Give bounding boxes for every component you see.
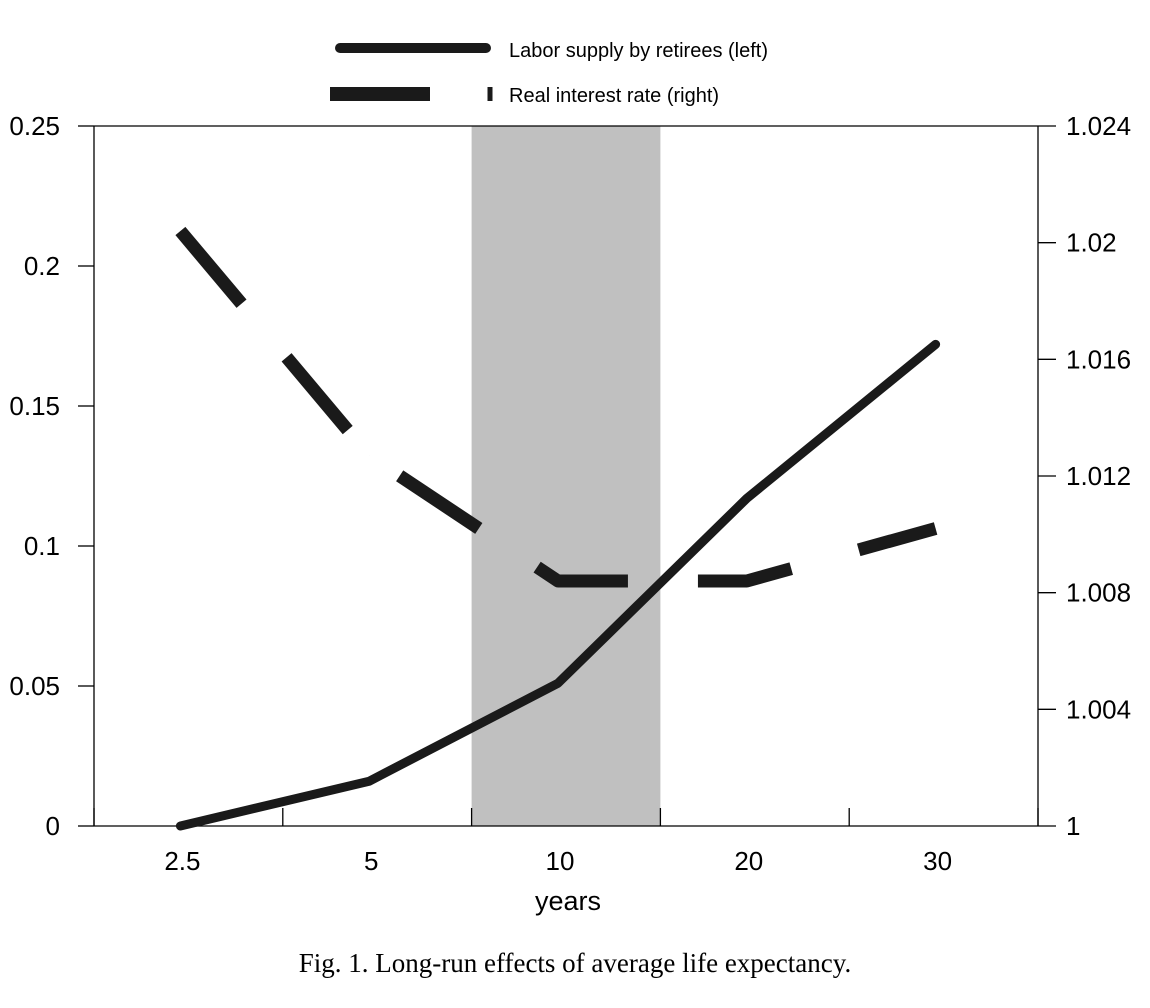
figure-caption: Fig. 1. Long-run effects of average life… (298, 948, 852, 978)
left-tick-label: 0.25 (9, 111, 60, 141)
chart-canvas: 0 0.05 0.1 0.15 0.2 0.25 1 1.004 1.008 1.012 1.016… (9, 40, 1131, 916)
right-tick-label: 1.016 (1066, 344, 1131, 374)
legend-label-real-interest-rate: Real interest rate (right) (509, 85, 719, 107)
x-tick-label: 30 (923, 846, 952, 876)
legend: Labor supply by retirees (left) Real inte… (330, 40, 768, 107)
right-tick-label: 1.02 (1066, 228, 1117, 258)
x-tick-label: 10 (546, 846, 575, 876)
x-tick-label: 2.5 (164, 846, 200, 876)
right-tick-label: 1 (1066, 811, 1080, 841)
axes: 0 0.05 0.1 0.15 0.2 0.25 1 1.004 1.008 1.012 1.016… (9, 111, 1131, 876)
legend-label-labor-supply: Labor supply by retirees (left) (509, 40, 768, 62)
left-tick-label: 0 (46, 811, 60, 841)
left-tick-label: 0.2 (24, 251, 60, 281)
left-tick-label: 0.15 (9, 391, 60, 421)
shaded-region (471, 126, 661, 826)
right-tick-label: 1.004 (1066, 694, 1131, 724)
right-tick-label: 1.012 (1066, 461, 1131, 491)
left-tick-label: 0.05 (9, 671, 60, 701)
x-axis-label: years (535, 886, 601, 916)
series-lines (175, 226, 941, 831)
x-tick-label: 20 (734, 846, 763, 876)
right-tick-label: 1.024 (1066, 111, 1131, 141)
left-tick-label: 0.1 (24, 531, 60, 561)
x-tick-label: 5 (364, 846, 378, 876)
right-tick-label: 1.008 (1066, 578, 1131, 608)
